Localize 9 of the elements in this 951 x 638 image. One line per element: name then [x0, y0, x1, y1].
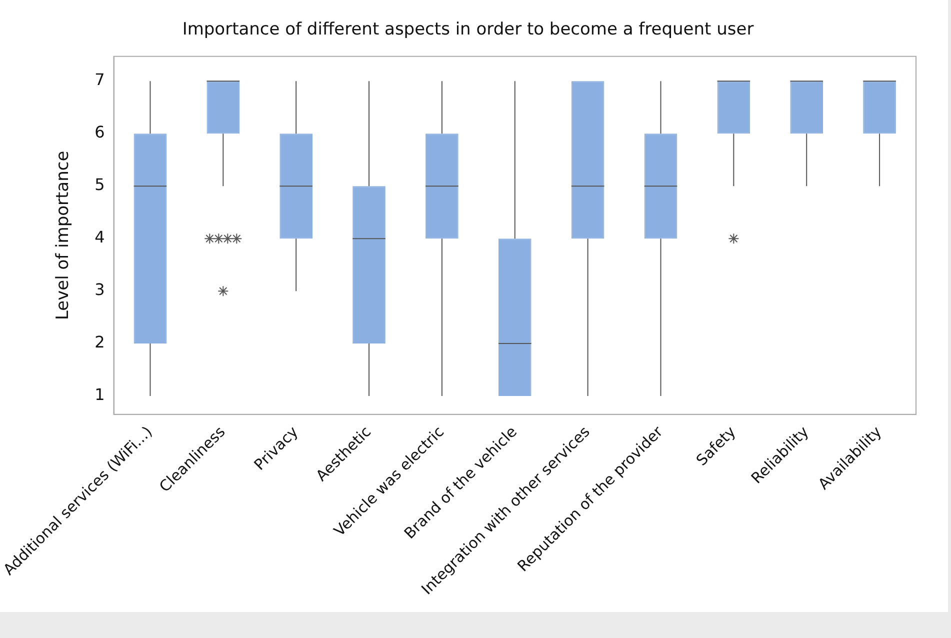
y-tick-label: 5: [94, 175, 105, 194]
y-tick-label: 4: [94, 228, 105, 247]
y-tick-label: 6: [94, 122, 105, 142]
y-tick-label: 2: [94, 332, 105, 352]
y-axis-title: Level of importance: [52, 150, 73, 320]
chart-title: Importance of different aspects in order to become a frequent user: [182, 20, 754, 40]
y-tick-label: 1: [94, 385, 105, 404]
y-tick-label: 7: [94, 70, 105, 90]
y-tick-label: 3: [94, 280, 105, 300]
